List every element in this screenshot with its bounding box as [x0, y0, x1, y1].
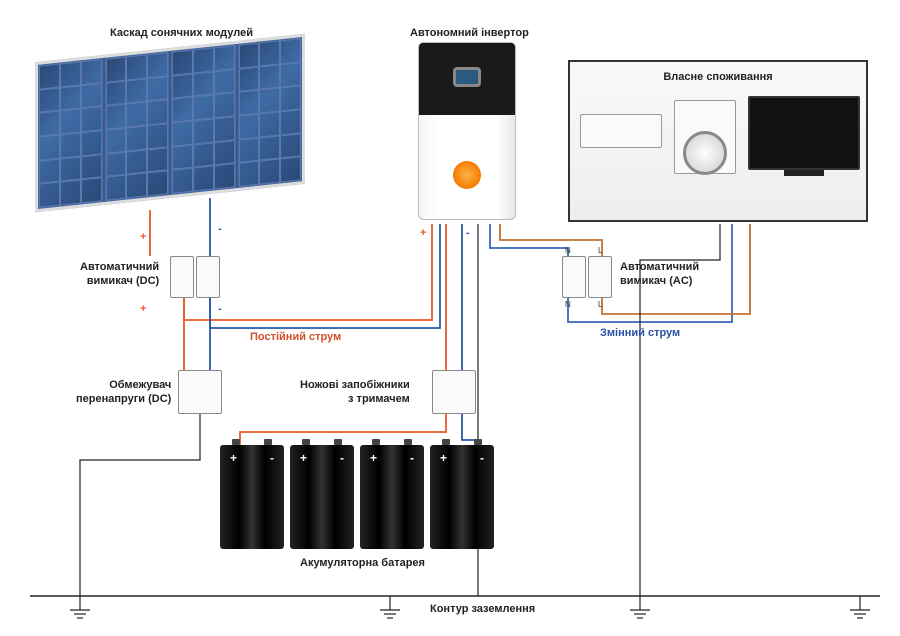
dc-breaker-label: Автоматичний вимикач (DC): [80, 260, 159, 289]
inverter-title: Автономний інвертор: [410, 26, 529, 40]
n-marker: N: [565, 246, 571, 255]
plus-marker: +: [140, 230, 146, 244]
fuse-label: Ножові запобіжники з тримачем: [300, 378, 410, 407]
solar-panel-array: [35, 34, 305, 212]
ground-label: Контур заземлення: [430, 602, 535, 616]
dc-breaker-2: [196, 256, 220, 298]
battery-2: +-: [290, 445, 354, 549]
fuse-holder: [432, 370, 476, 414]
sun-icon: [453, 161, 481, 189]
minus-marker: -: [218, 222, 222, 236]
battery-label: Акумуляторна батарея: [300, 556, 425, 570]
minus-marker-inv: -: [466, 226, 470, 240]
battery-bank: +- +- +- +-: [220, 445, 494, 549]
surge-label: Обмежувач перенапруги (DC): [76, 378, 171, 407]
ac-breaker-1: [562, 256, 586, 298]
solar-title: Каскад сонячних модулей: [110, 26, 253, 40]
ac-breaker-label: Автоматичний вимикач (AC): [620, 260, 699, 289]
inverter: [418, 42, 516, 220]
n-marker-2: N: [565, 300, 571, 309]
ac-breaker-2: [588, 256, 612, 298]
surge-protector-dc: [178, 370, 222, 414]
washing-machine-icon: [674, 100, 736, 174]
dc-current-label: Постійний струм: [250, 330, 341, 344]
tv-icon: [748, 96, 860, 170]
minus-marker-2: -: [218, 302, 222, 316]
l-marker: L: [598, 246, 602, 255]
plus-marker-2: +: [140, 302, 146, 316]
consumption-title: Власне споживання: [570, 70, 866, 84]
ac-current-label: Змінний струм: [600, 326, 680, 340]
dc-breaker-1: [170, 256, 194, 298]
l-marker-2: L: [598, 300, 602, 309]
battery-4: +-: [430, 445, 494, 549]
consumption-box: Власне споживання: [568, 60, 868, 222]
air-conditioner-icon: [580, 114, 662, 148]
battery-1: +-: [220, 445, 284, 549]
battery-3: +-: [360, 445, 424, 549]
plus-marker-inv: +: [420, 226, 426, 240]
